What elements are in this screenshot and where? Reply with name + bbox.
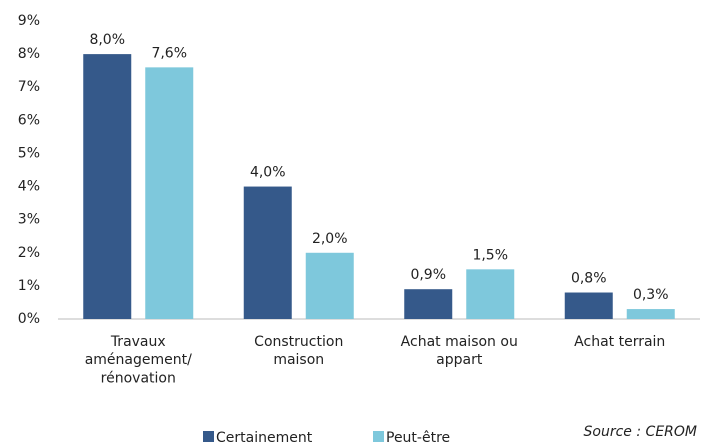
data-label: 0,3%: [633, 287, 669, 303]
y-tick-label: 3%: [18, 212, 40, 228]
data-label: 7,6%: [151, 45, 187, 61]
y-tick-label: 4%: [18, 179, 40, 195]
bar: [145, 67, 194, 319]
source-note: Source : CEROM: [584, 424, 697, 440]
x-tick-label: Achat terrain: [574, 334, 665, 350]
data-label: 0,9%: [410, 267, 446, 283]
data-label: 8,0%: [89, 32, 125, 48]
bar: [305, 252, 354, 319]
bar: [243, 186, 292, 319]
data-label: 0,8%: [571, 271, 607, 287]
y-tick-label: 5%: [18, 145, 40, 161]
y-tick-label: 7%: [18, 79, 40, 95]
y-tick-label: 2%: [18, 245, 40, 261]
data-label: 4,0%: [250, 165, 286, 181]
y-tick-label: 1%: [18, 278, 40, 294]
bar: [626, 309, 675, 319]
y-tick-label: 6%: [18, 112, 40, 128]
legend-label: Peut-être: [386, 430, 450, 446]
y-tick-label: 0%: [18, 311, 40, 327]
data-label: 1,5%: [472, 247, 508, 263]
bar: [564, 292, 613, 319]
data-label: 2,0%: [312, 231, 348, 247]
bar: [466, 269, 515, 319]
x-tick-label: Achat maison ou appart: [401, 334, 518, 368]
bar: [83, 54, 132, 319]
y-tick-label: 8%: [18, 46, 40, 62]
legend-swatch: [373, 431, 384, 442]
legend-label: Certainement: [216, 430, 313, 446]
bar: [404, 289, 453, 319]
x-tick-label: Travaux aménagement/rénovation: [85, 334, 192, 386]
legend-swatch: [203, 431, 214, 442]
y-tick-label: 9%: [18, 13, 40, 29]
x-tick-label: Construction maison: [254, 334, 343, 368]
